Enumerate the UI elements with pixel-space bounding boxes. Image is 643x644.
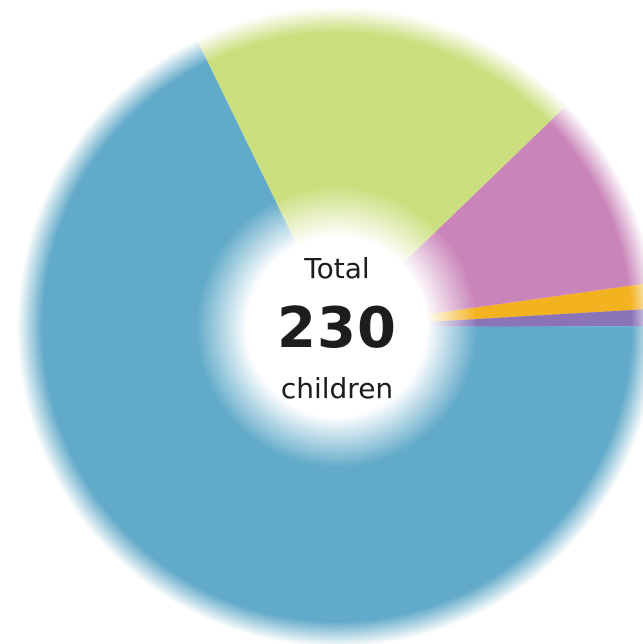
donut-slice-1 — [196, 7, 568, 328]
donut-slice-3 — [337, 283, 643, 327]
donut-slice-2 — [337, 104, 643, 327]
center-total-value: 230 — [277, 296, 397, 361]
center-total-label: Total — [304, 252, 370, 285]
donut-slices — [17, 7, 643, 644]
donut-slice-5 — [17, 39, 643, 644]
donut-slice-4 — [337, 309, 643, 327]
center-unit-label: children — [280, 372, 394, 405]
